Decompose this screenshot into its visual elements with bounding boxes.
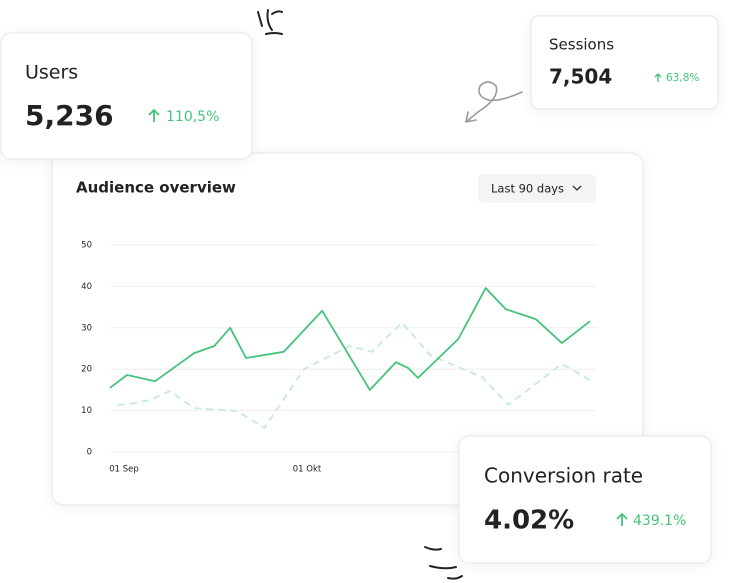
users-card: Users 5,236 110,5%: [0, 32, 253, 160]
scribble: [257, 9, 283, 35]
series-line: [109, 287, 591, 391]
card-label: Users: [25, 62, 78, 84]
card-label: Sessions: [549, 36, 614, 54]
range-selector[interactable]: [478, 174, 596, 203]
up-arrow: [616, 512, 628, 526]
card-value: 5,236: [25, 99, 114, 132]
card-bg: [0, 32, 253, 160]
x-tick-label: 01 Sep: [109, 465, 139, 475]
card-bg: [458, 435, 712, 564]
up-arrow: [654, 73, 662, 82]
chart-card: Audience overview Last 90 days 0 10 20 30 40…: [51, 152, 644, 506]
x-tick-label: 01 Okt: [293, 465, 322, 475]
card-change: 63,8%: [666, 72, 699, 84]
card-change: 110,5%: [166, 109, 219, 125]
card-change: 439.1%: [633, 513, 686, 529]
y-tick-label: 30: [81, 323, 92, 333]
y-tick-label: 10: [81, 406, 92, 416]
scribble: [424, 546, 463, 580]
up-arrow: [148, 108, 160, 122]
y-tick-label: 0: [87, 448, 92, 458]
series-line: [117, 321, 591, 429]
chart-title: Audience overview: [76, 179, 236, 197]
card-bg: [530, 15, 719, 110]
card-value: 7,504: [549, 65, 612, 89]
y-tick-label: 40: [81, 282, 92, 292]
card-bg: [51, 152, 644, 506]
card-label: Conversion rate: [484, 464, 643, 488]
range-label[interactable]: Last 90 days: [491, 182, 564, 196]
scribble-arrow: [465, 81, 523, 123]
y-tick-label: 50: [81, 241, 92, 251]
y-tick-label: 20: [81, 365, 92, 375]
sessions-card: Sessions 7,504 63,8%: [530, 15, 719, 110]
card-value: 4.02%: [484, 506, 574, 536]
conversion-card: Conversion rate 4.02% 439.1%: [458, 435, 712, 564]
chevron: [572, 185, 582, 191]
